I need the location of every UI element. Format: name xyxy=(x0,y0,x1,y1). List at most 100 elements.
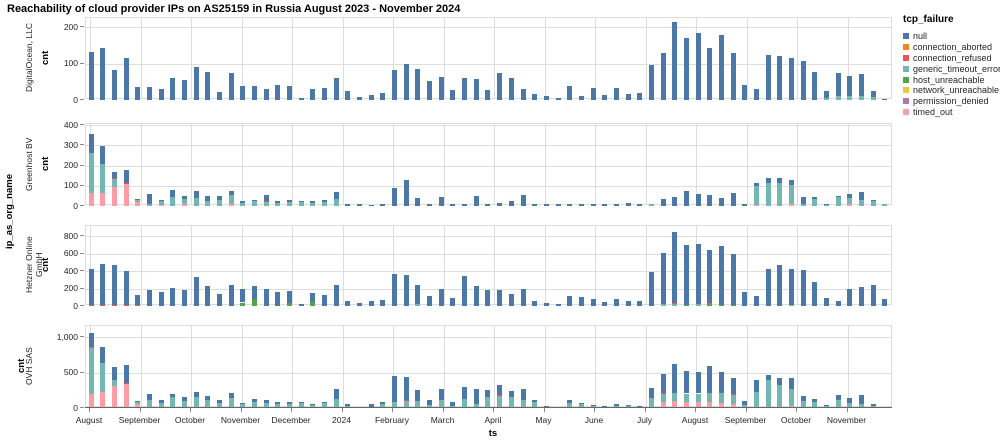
bar-segment-null xyxy=(707,194,713,206)
bar-segment-null xyxy=(205,286,211,306)
y-tick-label: 600 xyxy=(63,248,78,259)
bar-segment-null xyxy=(181,289,187,306)
month-gridline xyxy=(847,226,849,304)
month-gridline xyxy=(847,18,849,98)
bar-segment-generic_timeout_error xyxy=(660,304,666,306)
bar-segment-null xyxy=(567,204,573,206)
bar-segment-null xyxy=(146,87,152,100)
bar-segment-null xyxy=(88,51,94,100)
bar-segment-null xyxy=(240,200,246,203)
bar-segment-generic_timeout_error xyxy=(789,304,795,306)
bar-segment-null xyxy=(672,21,678,100)
bar-segment-null xyxy=(170,78,176,100)
y-tick-mark xyxy=(80,305,84,306)
bar-segment-null xyxy=(555,203,561,206)
bar-segment-null xyxy=(824,203,830,205)
month-gridline xyxy=(191,326,192,406)
y-gridline xyxy=(86,337,891,339)
x-tick-label: October xyxy=(174,415,206,425)
bar-segment-null xyxy=(777,264,783,306)
bar-segment-null xyxy=(450,89,456,100)
bar-segment-host_unreachable xyxy=(707,304,713,306)
x-tick-mark xyxy=(190,408,191,412)
bar-segment-null xyxy=(111,264,117,306)
facet-label: Greenhost BV xyxy=(24,137,34,191)
bar-segment-generic_timeout_error xyxy=(205,399,211,408)
bar-segment-null xyxy=(345,404,351,406)
bar-segment-null xyxy=(438,196,444,206)
y-gridline xyxy=(86,253,891,255)
bar-segment-generic_timeout_error xyxy=(672,392,678,401)
y-tick-mark xyxy=(80,287,84,289)
bar-segment-null xyxy=(800,395,806,401)
month-gridline xyxy=(746,326,748,406)
bar-segment-null xyxy=(263,194,269,201)
month-gridline xyxy=(342,18,344,98)
facet-axis-title: ip_as_org_name xyxy=(4,174,15,250)
y-gridline xyxy=(86,271,891,273)
month-gridline xyxy=(292,326,293,406)
facet-panel xyxy=(85,325,892,408)
bar-segment-null xyxy=(835,395,841,400)
bar-segment-generic_timeout_error xyxy=(240,202,246,206)
bar-segment-null xyxy=(683,190,689,206)
bar-segment-null xyxy=(870,90,876,98)
bar-segment-generic_timeout_error xyxy=(240,404,246,408)
bar-segment-generic_timeout_error xyxy=(520,399,526,408)
month-gridline xyxy=(241,326,243,406)
bar-segment-null xyxy=(637,301,643,306)
x-tick-mark xyxy=(341,408,343,412)
month-gridline xyxy=(191,18,192,98)
bar-segment-generic_timeout_error xyxy=(847,95,853,100)
bar-segment-null xyxy=(251,199,257,201)
bar-segment-null xyxy=(146,393,152,401)
bar-segment-generic_timeout_error xyxy=(158,201,164,205)
bar-segment-null xyxy=(310,292,316,303)
bar-segment-null xyxy=(485,90,491,100)
y-axis-title: cnt xyxy=(40,257,51,273)
x-tick-mark xyxy=(644,408,646,412)
bar-segment-null xyxy=(870,285,876,306)
bar-segment-generic_timeout_error xyxy=(181,400,187,408)
bar-segment-generic_timeout_error xyxy=(578,404,584,408)
bar-segment-connection_refused xyxy=(135,305,141,306)
bar-segment-null xyxy=(578,403,584,405)
x-tick-label: 2024 xyxy=(332,415,351,425)
facet-panel xyxy=(85,225,892,306)
bar-segment-connection_refused xyxy=(111,177,117,179)
bar-segment-null xyxy=(415,389,421,401)
bar-segment-connection_refused xyxy=(672,303,678,305)
bar-segment-null xyxy=(485,290,491,306)
bar-segment-null xyxy=(286,85,292,100)
x-tick-label: February xyxy=(374,415,409,425)
bar-segment-null xyxy=(847,75,853,96)
bar-segment-null xyxy=(181,397,187,401)
bar-segment-null xyxy=(777,178,783,184)
x-tick-mark xyxy=(493,408,494,412)
y-gridline xyxy=(86,185,891,187)
bar-segment-null xyxy=(532,300,538,306)
y-tick-mark xyxy=(80,252,84,254)
bar-segment-connection_refused xyxy=(100,305,106,306)
bar-segment-timed_out xyxy=(683,401,689,408)
legend-item: connection_aborted xyxy=(903,42,1000,53)
bar-segment-null xyxy=(800,269,806,306)
bar-segment-null xyxy=(508,200,514,206)
bar-segment-timed_out xyxy=(100,392,106,408)
bar-segment-generic_timeout_error xyxy=(415,303,421,306)
bar-segment-timed_out xyxy=(660,401,666,408)
month-gridline xyxy=(645,124,647,204)
month-gridline xyxy=(443,124,445,204)
bar-segment-null xyxy=(263,89,269,100)
bar-segment-generic_timeout_error xyxy=(228,398,234,408)
x-tick-label: June xyxy=(584,415,604,425)
bar-segment-null xyxy=(707,250,713,304)
legend-swatch-icon xyxy=(903,87,909,94)
bar-segment-null xyxy=(181,196,187,200)
bar-segment-null xyxy=(286,402,292,404)
y-tick-mark xyxy=(80,371,84,373)
bar-segment-null xyxy=(695,193,701,206)
month-gridline xyxy=(746,124,748,204)
bar-segment-generic_timeout_error xyxy=(310,404,316,408)
bar-segment-null xyxy=(240,85,246,100)
